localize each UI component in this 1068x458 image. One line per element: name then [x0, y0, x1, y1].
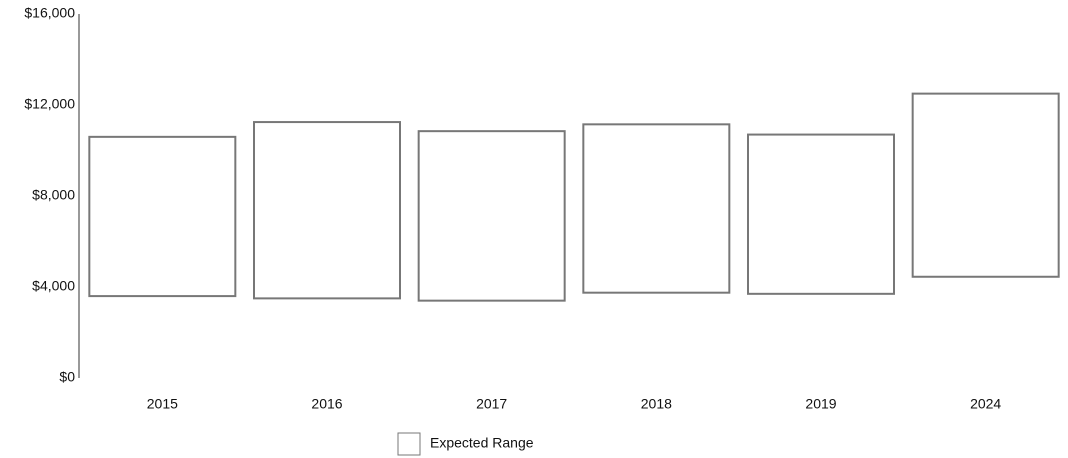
- x-tick-label: 2018: [641, 396, 672, 412]
- y-tick-label: $0: [59, 369, 75, 385]
- range-bar: [253, 121, 401, 300]
- y-tick-label: $8,000: [32, 187, 75, 203]
- x-tick-label: 2017: [476, 396, 507, 412]
- x-tick-label: 2016: [311, 396, 342, 412]
- y-tick-label: $4,000: [32, 278, 75, 294]
- y-tick-label: $16,000: [24, 5, 75, 21]
- range-bar: [747, 133, 895, 295]
- x-tick-label: 2024: [970, 396, 1001, 412]
- y-tick-label: $12,000: [24, 96, 75, 112]
- legend-label: Expected Range: [430, 435, 534, 451]
- x-tick-label: 2019: [805, 396, 836, 412]
- range-bar: [88, 135, 237, 298]
- x-tick-label: 2015: [147, 396, 178, 412]
- range-bar: [911, 92, 1060, 278]
- range-bar: [582, 123, 731, 294]
- range-bar: [417, 130, 566, 302]
- legend-swatch: [397, 432, 421, 456]
